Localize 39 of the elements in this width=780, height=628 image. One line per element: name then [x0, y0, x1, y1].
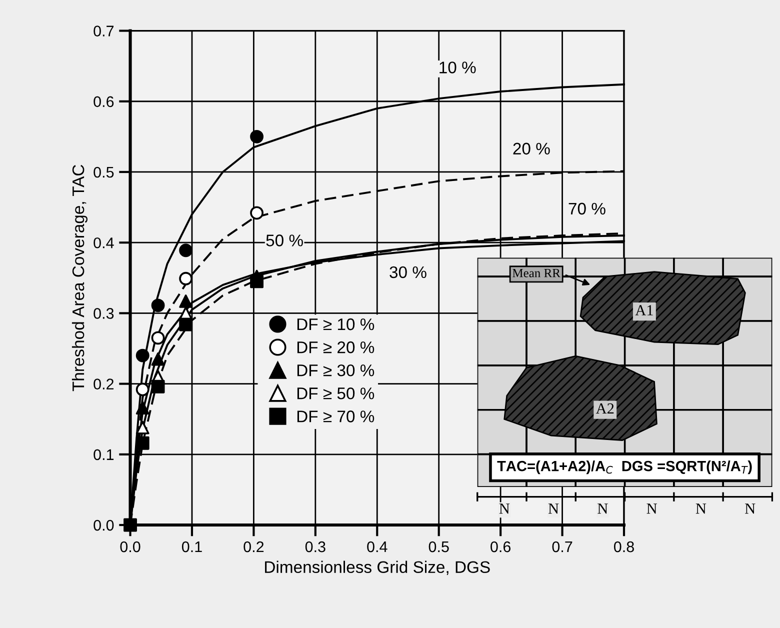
text: N: [745, 504, 756, 514]
annotation: N: [499, 504, 510, 514]
text: N: [696, 504, 706, 514]
y-tick-label: 0.7: [94, 26, 114, 36]
y-tick-label: 0.3: [94, 308, 114, 319]
x-tick-label: 0.8: [614, 541, 634, 552]
x-tick-label: 0.5: [428, 541, 449, 552]
annotation: A2: [596, 403, 614, 414]
annotation: 10 %: [440, 62, 476, 74]
annotation: TAC=(A1+A2)/A$_{C}$ DGS =SQRT(N²/A$_{T}$): [497, 460, 752, 474]
x-tick-label: 0.6: [490, 541, 511, 552]
annotation: 70 %: [568, 202, 606, 215]
annotation: N: [548, 504, 559, 514]
annotation: 30 %: [390, 266, 426, 278]
annotation: 20 %: [513, 142, 550, 155]
text: N: [646, 504, 657, 514]
x-axis-title: Dimensionless Grid Size, DGS: [265, 560, 490, 575]
annotation: Mean RR: [512, 268, 560, 278]
annotation: N: [598, 504, 608, 514]
y-tick-label: 0.5: [94, 166, 114, 178]
x-tick-label: 0.2: [244, 541, 264, 552]
y-axis-title: Threshod Area Coverage, TAC: [72, 164, 88, 392]
legend-label: DF ≥ 30 %: [297, 364, 374, 376]
y-tick-label: 0.0: [94, 520, 114, 531]
legend-label: DF ≥ 70 %: [297, 410, 374, 422]
x-tick-label: 0.4: [367, 541, 388, 552]
y-tick-label: 0.1: [94, 449, 114, 460]
x-tick-label: 0.7: [552, 541, 572, 552]
x-tick-label: 0.0: [120, 541, 140, 552]
legend-label: DF ≥ 10 %: [297, 318, 374, 330]
legend-label: DF ≥ 20 %: [297, 341, 374, 354]
y-tick-label: 0.2: [94, 378, 114, 390]
text: A1: [635, 305, 653, 316]
y-tick-label: 0.4: [94, 237, 114, 248]
y-tick-label: 0.6: [94, 96, 114, 108]
annotation: 50 %: [266, 234, 303, 246]
x-tick-label: 0.3: [305, 541, 326, 552]
legend-label: DF ≥ 50 %: [297, 388, 374, 400]
x-tick-label: 0.1: [182, 541, 202, 552]
